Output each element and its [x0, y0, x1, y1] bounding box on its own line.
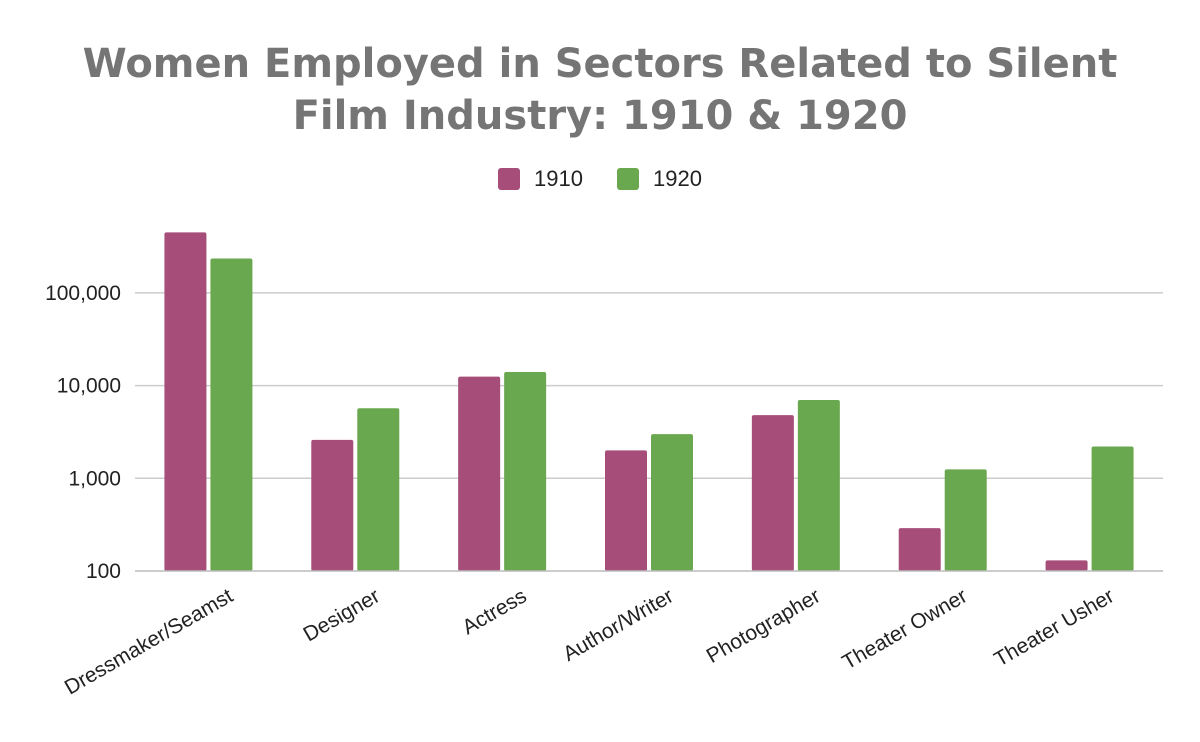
legend-item-1920: 1920	[617, 166, 702, 192]
legend-swatch-1920	[617, 168, 639, 190]
bar-1910	[458, 376, 501, 571]
x-tick-label: Theater Usher	[990, 584, 1118, 671]
bar-1920	[504, 372, 547, 571]
chart-title-line-1: Women Employed in Sectors Related to Sil…	[82, 41, 1118, 87]
bar-1920	[651, 434, 693, 571]
bar-1910	[164, 232, 207, 571]
bar-1910	[751, 415, 794, 571]
legend: 1910 1920	[0, 166, 1200, 192]
x-tick-label: Actress	[459, 584, 531, 639]
bar-1920	[944, 469, 987, 571]
bar-1920	[357, 408, 400, 571]
legend-label-1920: 1920	[653, 166, 702, 191]
bar-1920	[1091, 446, 1134, 571]
x-tick-label: Theater Owner	[838, 584, 971, 674]
legend-item-1910: 1910	[498, 166, 583, 192]
y-tick-label: 100,000	[45, 282, 121, 305]
chart-title: Women Employed in Sectors Related to Sil…	[0, 38, 1200, 142]
legend-label-1910: 1910	[534, 166, 583, 191]
bar-1910	[311, 439, 354, 571]
bar-1910	[898, 528, 941, 571]
x-tick-label: Author/Writer	[559, 584, 677, 666]
y-tick-label: 1,000	[68, 467, 121, 490]
bar-1910	[1045, 560, 1088, 571]
chart-title-line-2: Film Industry: 1910 & 1920	[292, 93, 908, 139]
x-tick-label: Designer	[299, 584, 383, 646]
bar-1910	[605, 450, 647, 571]
bar-1920	[210, 258, 253, 571]
x-tick-label: Photographer	[703, 584, 825, 668]
y-tick-label: 10,000	[57, 375, 121, 398]
x-tick-label: Dressmaker/Seamst	[61, 584, 237, 699]
y-tick-label: 100	[86, 560, 121, 583]
legend-swatch-1910	[498, 168, 521, 190]
bar-1920	[797, 399, 840, 571]
